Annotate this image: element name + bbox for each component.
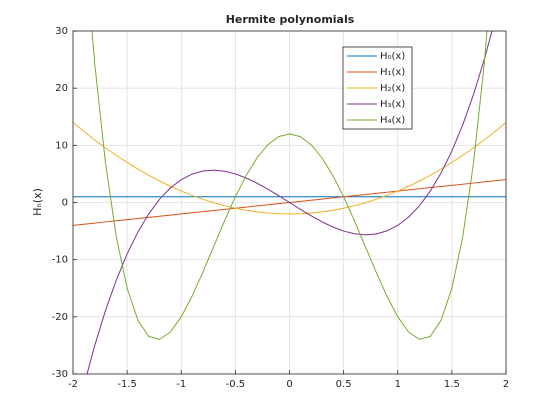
x-tick-label: -1.5 bbox=[117, 379, 137, 390]
x-tick-label: 0.5 bbox=[336, 379, 352, 390]
y-tick-label: -30 bbox=[52, 369, 68, 380]
legend-label: H₂(x) bbox=[380, 83, 405, 94]
x-tick-label: -0.5 bbox=[226, 379, 246, 390]
y-tick-label: 30 bbox=[55, 26, 68, 37]
legend-label: H₄(x) bbox=[380, 115, 405, 126]
y-tick-label: 20 bbox=[55, 83, 68, 94]
chart-title: Hermite polynomials bbox=[226, 13, 355, 26]
x-tick-label: -2 bbox=[68, 379, 78, 390]
series-line bbox=[73, 122, 506, 215]
y-tick-label: 10 bbox=[55, 140, 68, 151]
y-tick-label: -20 bbox=[52, 312, 68, 323]
x-tick-label: -1 bbox=[176, 379, 186, 390]
y-axis-label: Hₙ(x) bbox=[31, 188, 44, 216]
y-tick-label: 0 bbox=[62, 198, 68, 209]
x-tick-label: 1.5 bbox=[444, 379, 460, 390]
x-tick-label: 2 bbox=[503, 379, 509, 390]
y-tick-label: -10 bbox=[52, 255, 68, 266]
series-line bbox=[91, 31, 488, 340]
x-tick-label: 1 bbox=[395, 379, 401, 390]
legend-label: H₁(x) bbox=[380, 67, 405, 78]
legend-label: H₃(x) bbox=[380, 99, 405, 110]
legend-label: H₀(x) bbox=[380, 51, 405, 62]
x-tick-label: 0 bbox=[286, 379, 292, 390]
series-line bbox=[86, 31, 493, 374]
